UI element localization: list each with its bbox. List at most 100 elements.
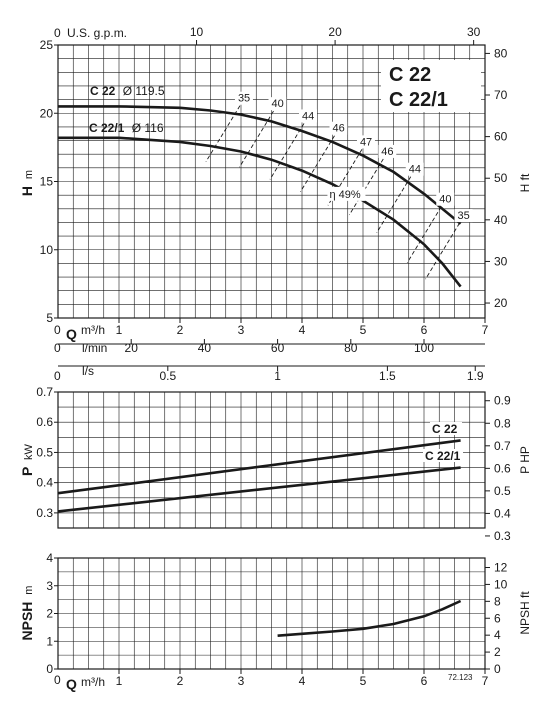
head-xtick-label-1: 2 (177, 323, 184, 337)
efficiency-isoline-3 (300, 135, 335, 192)
npsh-y2tick-label-3: 6 (494, 611, 501, 625)
efficiency-label-bg-8 (454, 209, 473, 223)
head-y2tick-label-6: 80 (494, 46, 508, 60)
head-y2tick-label-1: 30 (494, 254, 508, 268)
head-ytick-label-3: 20 (40, 106, 54, 120)
head-ytick-label-4: 25 (40, 38, 54, 52)
curve-c22-name: C 22 (90, 84, 116, 98)
npsh-xtick-label-1: 2 (177, 674, 184, 688)
npsh-ytick-label-3: 3 (46, 579, 53, 593)
power-ylabel-unit: kW (23, 443, 35, 460)
head-y2tick-label-3: 50 (494, 171, 508, 185)
head-ytick-label-2: 15 (40, 175, 54, 189)
power-ylabel: P kW (19, 443, 35, 475)
power-ytick-label-0: 0.3 (36, 506, 53, 520)
lmin-ticks: 20 40 60 80 100 (125, 339, 434, 355)
power-c22-label-bg (430, 422, 462, 435)
head-y2tick-label-4: 60 (494, 130, 508, 144)
ls-tick-label-1: 1 (274, 369, 281, 383)
lmin-tick-label-3: 80 (344, 341, 358, 355)
head-ylabel: H m (19, 170, 35, 196)
npsh-xlabel-symbol: Q (66, 676, 77, 692)
npsh-ytick-label-0: 0 (46, 662, 53, 676)
power-grid (58, 392, 485, 528)
head-y-ticks: 5 10 15 20 25 (40, 38, 58, 325)
npsh-ytick-label-4: 4 (46, 551, 53, 565)
power-y2tick-label-4: 0.7 (494, 439, 511, 453)
gpm-axis-zero-label: 0 (54, 26, 61, 40)
npsh-grid (58, 558, 485, 669)
head-xtick-label-0: 1 (116, 323, 123, 337)
power-y2tick-label-5: 0.8 (494, 416, 511, 430)
npsh-y2tick-label-0: 0 (494, 662, 501, 676)
curve-c22-1-diameter: Ø 116 (132, 121, 164, 135)
power-ytick-label-3: 0.6 (36, 415, 53, 429)
npsh-y2tick-label-6: 12 (494, 561, 508, 575)
npsh-xtick-label-3: 4 (299, 674, 306, 688)
efficiency-isoline-6 (376, 176, 412, 233)
efficiency-label-7: 40 (439, 194, 451, 206)
efficiency-isoline-8 (425, 222, 460, 280)
npsh-xtick-label-2: 3 (238, 674, 245, 688)
head-y2-ticks: 20 30 40 50 60 70 80 (485, 46, 508, 310)
ls-tick-label-0: 0.5 (159, 369, 176, 383)
head-ytick-label-1: 10 (40, 243, 54, 257)
power-y2tick-label-3: 0.6 (494, 461, 511, 475)
efficiency-label-3: 46 (333, 123, 345, 135)
npsh-y2-ticks: 0 2 4 6 8 10 12 (485, 561, 508, 676)
gpm-tick-label-1: 20 (328, 25, 342, 39)
power-y2tick-label-6: 0.9 (494, 394, 511, 408)
npsh-ylabel-symbol: NPSH (19, 602, 35, 641)
curve-npsh (277, 599, 462, 637)
power-y2label: P HP (518, 446, 532, 474)
npsh-xtick-label-4: 5 (360, 674, 367, 688)
npsh-y2label: NPSH ft (518, 591, 532, 635)
lmin-tick-label-2: 60 (271, 341, 285, 355)
power-y-ticks: 0.3 0.4 0.5 0.6 0.7 (36, 385, 58, 520)
npsh-ytick-label-1: 1 (46, 634, 53, 648)
power-plot-frame (57, 391, 486, 529)
head-y2tick-label-5: 70 (494, 88, 508, 102)
curve-c22-power (57, 439, 461, 495)
npsh-x-zero-label: 0 (54, 673, 61, 687)
efficiency-label-bg-3 (329, 121, 348, 135)
power-ylabel-symbol: P (19, 467, 35, 476)
head-y2tick-label-2: 40 (494, 213, 508, 227)
lmin-tick-label-4: 100 (414, 341, 434, 355)
efficiency-label-bg-5 (378, 144, 397, 158)
npsh-ylabel: NPSH m (19, 586, 35, 641)
efficiency-peak-bg (327, 186, 366, 201)
efficiency-label-0: 35 (238, 93, 250, 105)
efficiency-isoline-1 (239, 110, 274, 168)
ls-tick-label-3: 1.9 (467, 369, 484, 383)
power-ytick-label-4: 0.7 (36, 385, 53, 399)
efficiency-label-bg-6 (405, 162, 424, 176)
npsh-y2tick-label-4: 8 (494, 594, 501, 608)
npsh-xlabel-unit: m³/h (81, 675, 105, 689)
gpm-axis-label: U.S. g.p.m. (67, 26, 127, 40)
curve-c22-1-power (57, 466, 461, 513)
efficiency-label-bg-1 (268, 97, 287, 111)
lmin-axis-label: l/min (82, 341, 107, 355)
curve-c22-1-label: C 22/1 Ø 116 (89, 121, 164, 135)
head-ytick-label-0: 5 (46, 311, 53, 325)
efficiency-isolines (205, 105, 460, 280)
curve-c22-1-name: C 22/1 (89, 121, 125, 135)
head-xlabel-unit: m³/h (81, 323, 105, 337)
power-c22-label: C 22 (432, 422, 458, 436)
efficiency-label-1: 40 (272, 98, 284, 110)
power-y2tick-label-1: 0.4 (494, 506, 511, 520)
head-x-zero-label: 0 (54, 323, 61, 337)
ls-tick-label-2: 1.5 (379, 369, 396, 383)
npsh-ylabel-unit: m (23, 586, 35, 595)
curve-c22-1-head (58, 136, 462, 288)
lmin-tick-label-1: 40 (198, 341, 212, 355)
lmin-tick-label-0: 20 (125, 341, 139, 355)
efficiency-label-6: 44 (409, 164, 421, 176)
title-line-2: C 22/1 (389, 89, 448, 111)
power-y2tick-label-0: 0.3 (494, 529, 511, 543)
power-ytick-label-1: 0.4 (36, 476, 53, 490)
lmin-axis-zero-label: 0 (54, 341, 61, 355)
npsh-x-ticks: 1 2 3 4 5 6 7 (116, 669, 489, 688)
